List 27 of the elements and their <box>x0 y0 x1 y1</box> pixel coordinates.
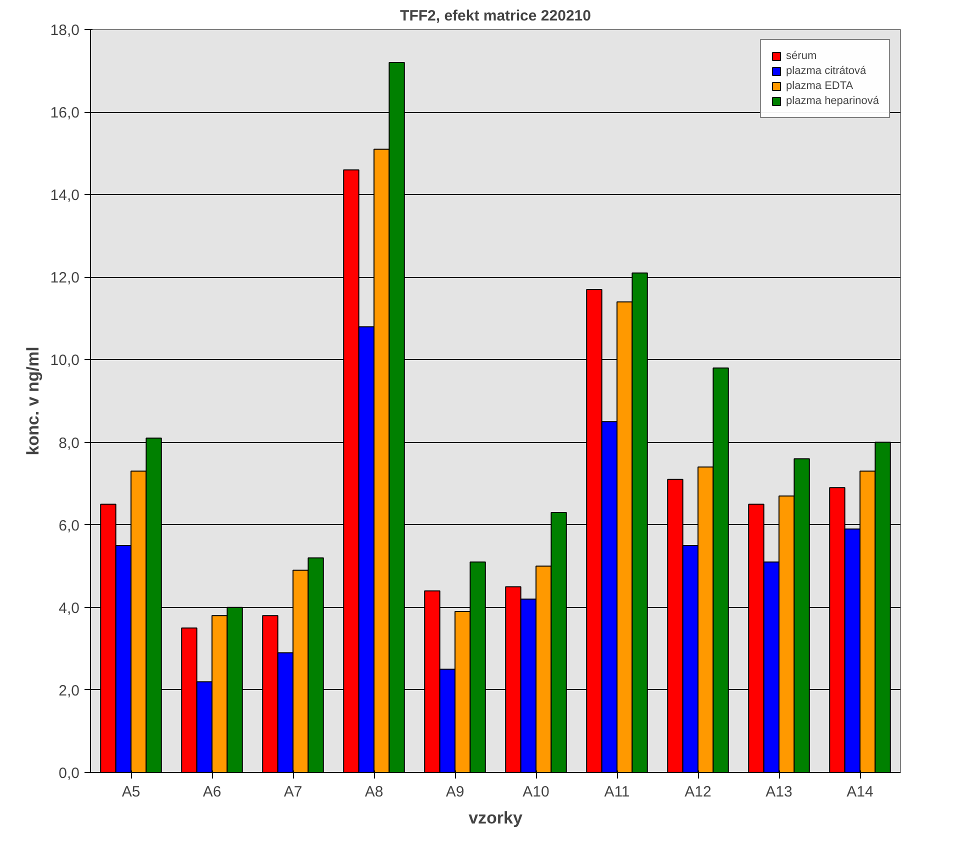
y-tick-label: 10,0 <box>50 352 80 370</box>
y-tick-label: 6,0 <box>58 517 80 534</box>
y-tick-label: 14,0 <box>50 187 80 204</box>
x-tick-label: A12 <box>684 784 712 800</box>
x-tick-label: A8 <box>364 784 384 800</box>
legend-label: plazma EDTA <box>786 80 854 92</box>
x-tick-label: A7 <box>284 784 302 800</box>
legend-label: plazma citrátová <box>786 65 866 77</box>
x-tick-label: A5 <box>122 784 140 800</box>
x-axis-title: vzorky <box>468 808 523 828</box>
chart-title: TFF2, efekt matrice 220210 <box>400 8 591 24</box>
y-tick-label: 2,0 <box>58 682 80 700</box>
y-axis-title: konc. v ng/ml <box>23 346 42 456</box>
x-tick-label: A10 <box>522 784 550 800</box>
y-tick-label: 16,0 <box>50 104 80 122</box>
y-tick-label: 8,0 <box>58 434 80 452</box>
x-tick-label: A11 <box>604 784 630 800</box>
x-tick-label: A6 <box>202 784 222 800</box>
y-tick-label: 12,0 <box>50 270 80 287</box>
y-tick-label: 0,0 <box>58 765 80 782</box>
y-tick-label: 4,0 <box>58 600 80 617</box>
x-tick-label: A9 <box>446 784 464 800</box>
y-tick-label: 18,0 <box>50 22 80 39</box>
x-tick-label: A14 <box>846 784 874 800</box>
x-tick-label: A13 <box>766 784 792 800</box>
legend-label: sérum <box>786 50 817 62</box>
legend-label: plazma heparinová <box>786 95 879 107</box>
